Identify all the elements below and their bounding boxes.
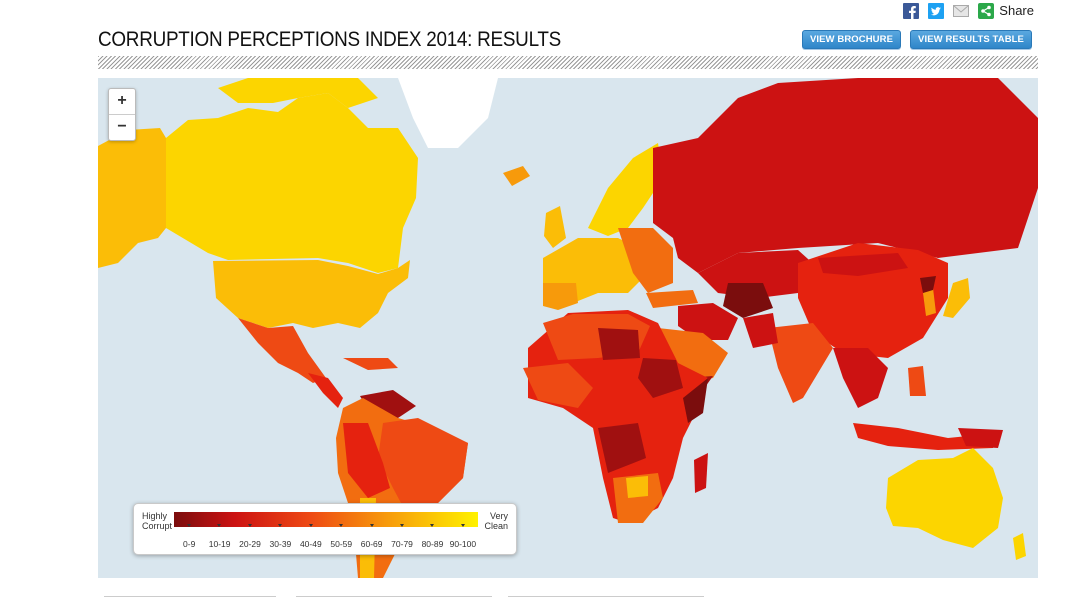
region-australia [886,448,1003,548]
region-indonesia [853,423,998,450]
map-legend: Highly Corrupt Very [133,503,517,555]
region-botswana [626,476,648,498]
share-bar: Share [903,2,1034,19]
region-iberia [543,283,578,310]
email-icon[interactable] [953,3,970,19]
region-central-america [308,373,343,408]
region-turkey [646,290,698,308]
region-somalia [683,378,708,423]
region-eastern-europe [618,228,673,293]
region-west-africa [523,363,593,408]
region-uk [544,206,566,248]
region-north-korea [920,276,936,293]
legend-tick: 20-29 [239,539,261,549]
legend-ticks: 0-9 10-19 20-29 30-39 40-49 50-59 60-69 … [174,539,478,549]
footer-tab-line-1 [104,596,276,597]
legend-low-line1: Highly [142,511,168,521]
region-brazil [378,418,468,516]
region-india [768,323,833,403]
header-buttons: VIEW BROCHURE VIEW RESULTS TABLE [801,30,1032,49]
region-pakistan [743,313,778,348]
region-south-africa [613,473,663,523]
legend-low-line2: Corrupt [142,521,173,531]
region-madagascar [694,453,708,493]
region-japan [943,278,970,318]
legend-tick: 80-89 [421,539,444,549]
legend-tick: 40-49 [299,539,322,549]
view-results-table-button[interactable]: VIEW RESULTS TABLE [910,30,1032,49]
zoom-in-button[interactable]: + [117,92,127,109]
zoom-out-button[interactable]: − [109,114,135,140]
region-arabia [658,328,728,383]
region-korea [923,288,936,316]
region-alaska [98,128,166,268]
legend-tick: 10-19 [208,539,231,549]
share-label[interactable]: Share [999,3,1034,18]
facebook-icon[interactable] [903,2,920,19]
legend-tick: 70-79 [391,539,413,549]
region-sudan [638,358,683,398]
legend-high-line2: Clean [484,521,508,531]
twitter-icon[interactable] [928,2,945,19]
legend-tick: 30-39 [269,539,292,549]
legend-tick: 60-69 [360,539,383,549]
region-congo [598,423,646,473]
region-mongolia [818,253,908,276]
legend-high-line1: Very [489,511,508,521]
footer-tab-line-3 [508,596,704,597]
world-map[interactable]: + − Highly Corrupt [98,78,1038,578]
region-canada-islands [218,78,378,108]
legend-color-ramp [174,512,478,527]
region-nz [1013,533,1026,560]
page-title: CORRUPTION PERCEPTIONS INDEX 2014: RESUL… [98,28,562,51]
region-png [958,428,1003,448]
share-icon[interactable] [978,2,995,19]
zoom-control: + − [108,88,136,141]
legend-tick: 90-100 [449,539,477,549]
footer-tab-line-2 [296,596,492,597]
region-usa [213,260,410,328]
region-canada [166,93,418,273]
legend-low-label: Highly Corrupt [142,511,172,531]
region-mexico [238,318,326,383]
legend-high-label: Very Clean [484,511,508,531]
region-afghanistan [723,283,773,318]
region-philippines [908,366,926,396]
view-brochure-button[interactable]: VIEW BROCHURE [801,30,902,49]
region-caribbean [343,358,398,370]
region-andes [343,423,390,498]
legend-tick: 0-9 [183,539,196,549]
title-divider [98,56,1038,69]
region-iran-iraq [678,303,738,340]
region-russia [653,78,1038,273]
region-greenland [398,78,498,148]
region-libya [598,328,640,360]
region-southeast-asia [833,348,888,408]
legend-tick: 50-59 [330,539,353,549]
region-iceland [503,166,530,186]
region-scandinavia [588,143,663,236]
